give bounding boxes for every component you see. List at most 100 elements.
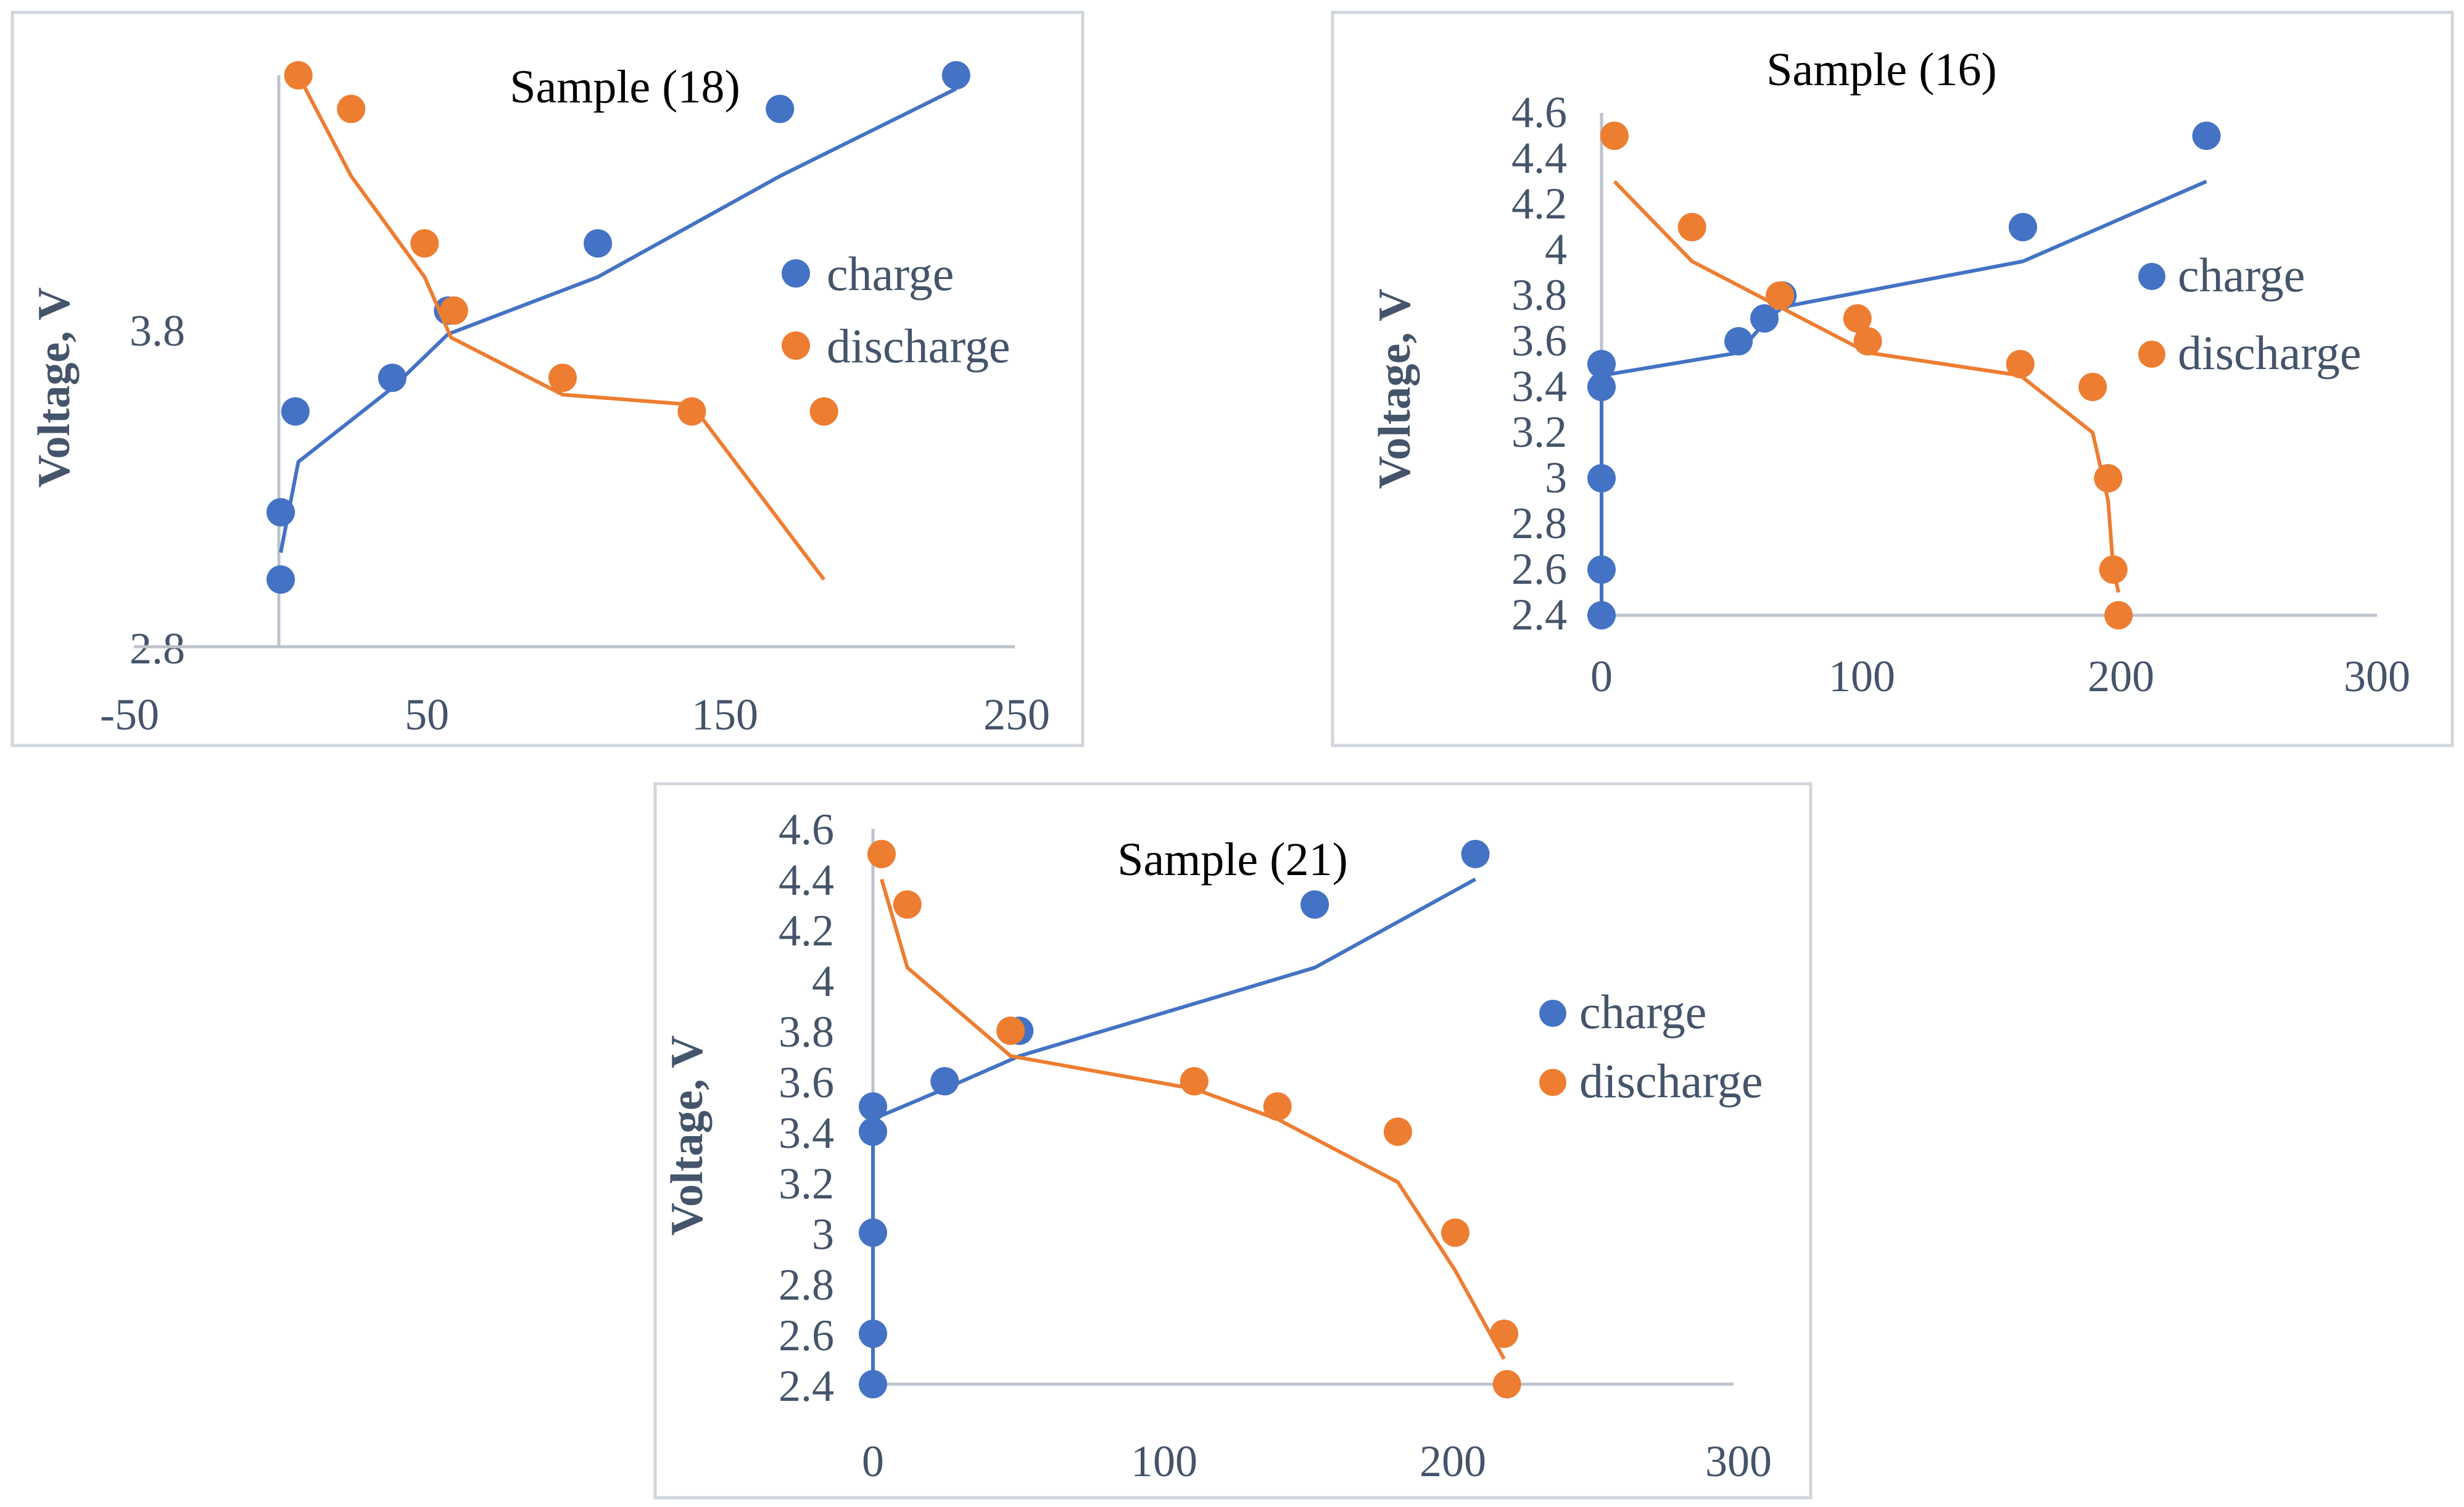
discharge-point [1492, 1370, 1521, 1398]
y-tick-label: 3.8 [130, 306, 185, 355]
discharge-point [1600, 122, 1629, 150]
chart-sample-16: Sample (16) Voltage, V 2.4 2.6 2.8 3 3.2… [1331, 10, 2454, 747]
charge-series [1587, 122, 2221, 629]
y-axis-title: Voltage, V [662, 1036, 713, 1236]
charge-point [859, 1117, 887, 1146]
y-tick-label: 2.8 [130, 624, 185, 673]
x-tick-label: 100 [1829, 652, 1895, 701]
x-tick-label: 0 [862, 1437, 884, 1486]
legend-marker-charge [2138, 263, 2165, 290]
discharge-point [1490, 1319, 1518, 1348]
charge-point [1587, 373, 1616, 401]
discharge-point [439, 296, 468, 325]
y-tick-label: 3 [1545, 453, 1567, 502]
discharge-point [548, 363, 577, 392]
y-tick-labels: 2.4 2.6 2.8 3 3.2 3.4 3.6 3.8 4 4.2 4.4 … [779, 805, 834, 1411]
y-tick-label: 3.8 [1511, 270, 1567, 320]
discharge-point [410, 229, 439, 258]
discharge-point [1853, 327, 1882, 355]
charge-point [1461, 839, 1490, 868]
y-tick-label: 4.6 [779, 805, 834, 854]
y-axis-title: Voltage, V [29, 288, 80, 488]
panel-frame [10, 10, 1085, 747]
x-tick-label: 200 [1420, 1437, 1486, 1486]
chart-title: Sample (21) [1117, 834, 1348, 886]
y-tick-labels: 2.4 2.6 2.8 3 3.2 3.4 3.6 3.8 4 4.2 4.4 … [1511, 88, 1567, 639]
charge-point [267, 498, 295, 527]
y-tick-label: 3.4 [1511, 362, 1567, 411]
charge-point [2192, 122, 2221, 150]
charge-point [930, 1067, 959, 1096]
charge-point [1750, 304, 1779, 333]
charge-point [859, 1092, 887, 1121]
charge-trendline [871, 878, 1476, 1384]
charge-point [378, 363, 407, 392]
y-tick-label: 3.6 [779, 1058, 834, 1107]
discharge-point [2099, 555, 2128, 584]
charge-point [941, 61, 970, 89]
charge-point [1724, 327, 1753, 355]
legend-label-discharge: discharge [1579, 1054, 1763, 1108]
charge-point [766, 94, 795, 123]
charge-point [1587, 464, 1616, 492]
chart-title: Sample (16) [1766, 44, 1997, 96]
legend-label-charge: charge [2178, 248, 2305, 302]
y-tick-label: 3.6 [1511, 316, 1567, 365]
discharge-point [1180, 1067, 1209, 1096]
charge-point [2009, 213, 2037, 241]
legend-marker-charge [1539, 1000, 1566, 1027]
discharge-series [1600, 122, 2133, 629]
panel-frame [653, 782, 1813, 1500]
y-tick-label: 4.2 [1511, 179, 1567, 228]
discharge-point [1766, 281, 1795, 310]
discharge-point [677, 397, 706, 426]
y-tick-label: 2.6 [779, 1311, 834, 1360]
discharge-point [2006, 350, 2035, 378]
discharge-point [867, 839, 896, 868]
x-tick-label: 300 [1705, 1437, 1772, 1486]
x-tick-label: 50 [405, 690, 449, 739]
x-tick-label: 200 [2088, 652, 2154, 701]
charge-series [267, 61, 970, 594]
discharge-point [337, 94, 366, 123]
x-tick-label: 100 [1131, 1437, 1197, 1486]
y-tick-label: 4.6 [1511, 88, 1567, 137]
charge-point [859, 1370, 887, 1398]
legend-label-charge: charge [827, 247, 954, 301]
charge-point [1300, 890, 1329, 919]
charge-point [1587, 350, 1616, 378]
y-tick-label: 3.8 [779, 1007, 834, 1057]
discharge-point [284, 61, 313, 89]
y-tick-label: 3.2 [1511, 407, 1567, 457]
discharge-trendline [880, 878, 1506, 1360]
y-tick-label: 2.8 [779, 1260, 834, 1310]
discharge-point [2078, 373, 2107, 401]
legend-label-discharge: discharge [2178, 326, 2361, 380]
x-tick-label: 150 [692, 690, 758, 739]
y-tick-label: 2.6 [1511, 544, 1567, 594]
discharge-series [284, 61, 838, 581]
discharge-point [1383, 1117, 1412, 1146]
panel-frame [1331, 10, 2454, 747]
charge-point [1587, 601, 1616, 629]
y-axis-title: Voltage, V [1370, 289, 1420, 489]
x-tick-label: 250 [983, 690, 1050, 739]
y-tick-label: 4.4 [779, 855, 834, 905]
legend-marker-charge [782, 259, 810, 288]
charge-point [281, 397, 310, 426]
chart-sample-18: Sample (18) Voltage, V 3.8 2.8 -50 50 15… [10, 10, 1085, 747]
y-tick-label: 4 [1545, 225, 1567, 274]
y-tick-label: 4.4 [1511, 133, 1567, 183]
y-tick-label: 3.2 [779, 1159, 834, 1208]
charge-series [859, 839, 1490, 1398]
y-tick-label: 2.8 [1511, 499, 1567, 548]
discharge-point [2094, 464, 2123, 492]
charge-point [859, 1319, 887, 1348]
discharge-point [1843, 304, 1872, 333]
discharge-series [867, 839, 1521, 1398]
x-tick-label: -50 [100, 690, 159, 739]
discharge-point [893, 890, 922, 919]
legend-marker-discharge [1539, 1069, 1566, 1096]
discharge-point [2104, 601, 2133, 629]
y-tick-label: 4.2 [779, 906, 834, 955]
